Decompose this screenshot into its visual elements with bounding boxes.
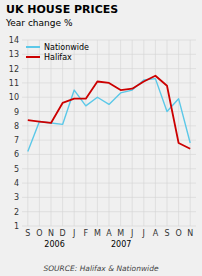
x-tick-label: J <box>130 229 133 238</box>
source: SOURCE: Halifax & Nationwide <box>43 264 158 273</box>
x-tick-label: S <box>25 229 30 238</box>
x-tick-label: S <box>164 229 169 238</box>
y-tick-label: 6 <box>14 150 19 159</box>
y-tick-label: 1 <box>14 222 19 231</box>
subtitle: Year change % <box>5 18 73 28</box>
x-tick-label: J <box>72 229 75 238</box>
x-tick-label: M <box>117 229 124 238</box>
lines <box>28 76 190 152</box>
x-grid-line <box>39 40 40 226</box>
x-grid-line <box>190 40 191 226</box>
x-tick-label: O <box>36 229 42 238</box>
x-grid-line <box>155 40 156 226</box>
y-tick-label: 8 <box>14 122 19 131</box>
legend-swatch <box>26 46 40 48</box>
x-grid-line <box>167 40 168 226</box>
x-tick-label: O <box>175 229 181 238</box>
y-tick-label: 10 <box>9 93 19 102</box>
year-label: 2006 <box>44 240 64 249</box>
legend: NationwideHalifax <box>26 43 89 62</box>
x-grid-line <box>62 40 63 226</box>
x-grid-line <box>178 40 179 226</box>
x-tick-label: M <box>94 229 101 238</box>
x-tick-label: A <box>153 229 159 238</box>
series-line <box>28 76 190 149</box>
y-tick-label: 9 <box>14 108 19 117</box>
y-tick-label: 2 <box>14 208 19 217</box>
y-tick-label: 11 <box>9 79 19 88</box>
x-tick-label: N <box>187 229 193 238</box>
y-tick-label: 14 <box>9 36 19 45</box>
x-grid-line <box>74 40 75 226</box>
x-grid-line <box>85 40 86 226</box>
y-tick-label: 3 <box>14 193 19 202</box>
y-tick-label: 12 <box>9 65 19 74</box>
y-tick-label: 7 <box>14 136 19 145</box>
x-grid-line <box>120 40 121 226</box>
chart: 1234567891011121314SONDJFMAMJJASON200620… <box>0 0 202 276</box>
legend-label: Halifax <box>44 53 72 62</box>
y-tick-label: 13 <box>9 50 19 59</box>
x-grid-line <box>27 40 28 226</box>
x-tick-label: A <box>106 229 112 238</box>
title: UK HOUSE PRICES <box>6 3 118 16</box>
x-grid-line <box>97 40 98 226</box>
x-tick-label: D <box>60 229 66 238</box>
legend-swatch <box>26 56 40 58</box>
x-tick-label: N <box>48 229 54 238</box>
x-grid-line <box>51 40 52 226</box>
series-line <box>28 79 190 152</box>
y-tick-label: 4 <box>14 179 19 188</box>
x-tick-label: F <box>83 229 88 238</box>
legend-label: Nationwide <box>44 43 89 52</box>
y-tick-label: 5 <box>14 165 19 174</box>
x-grid-line <box>109 40 110 226</box>
x-tick-label: J <box>142 229 145 238</box>
x-grid-line <box>143 40 144 226</box>
year-label: 2007 <box>111 240 131 249</box>
grid <box>22 40 196 226</box>
x-grid-line <box>132 40 133 226</box>
